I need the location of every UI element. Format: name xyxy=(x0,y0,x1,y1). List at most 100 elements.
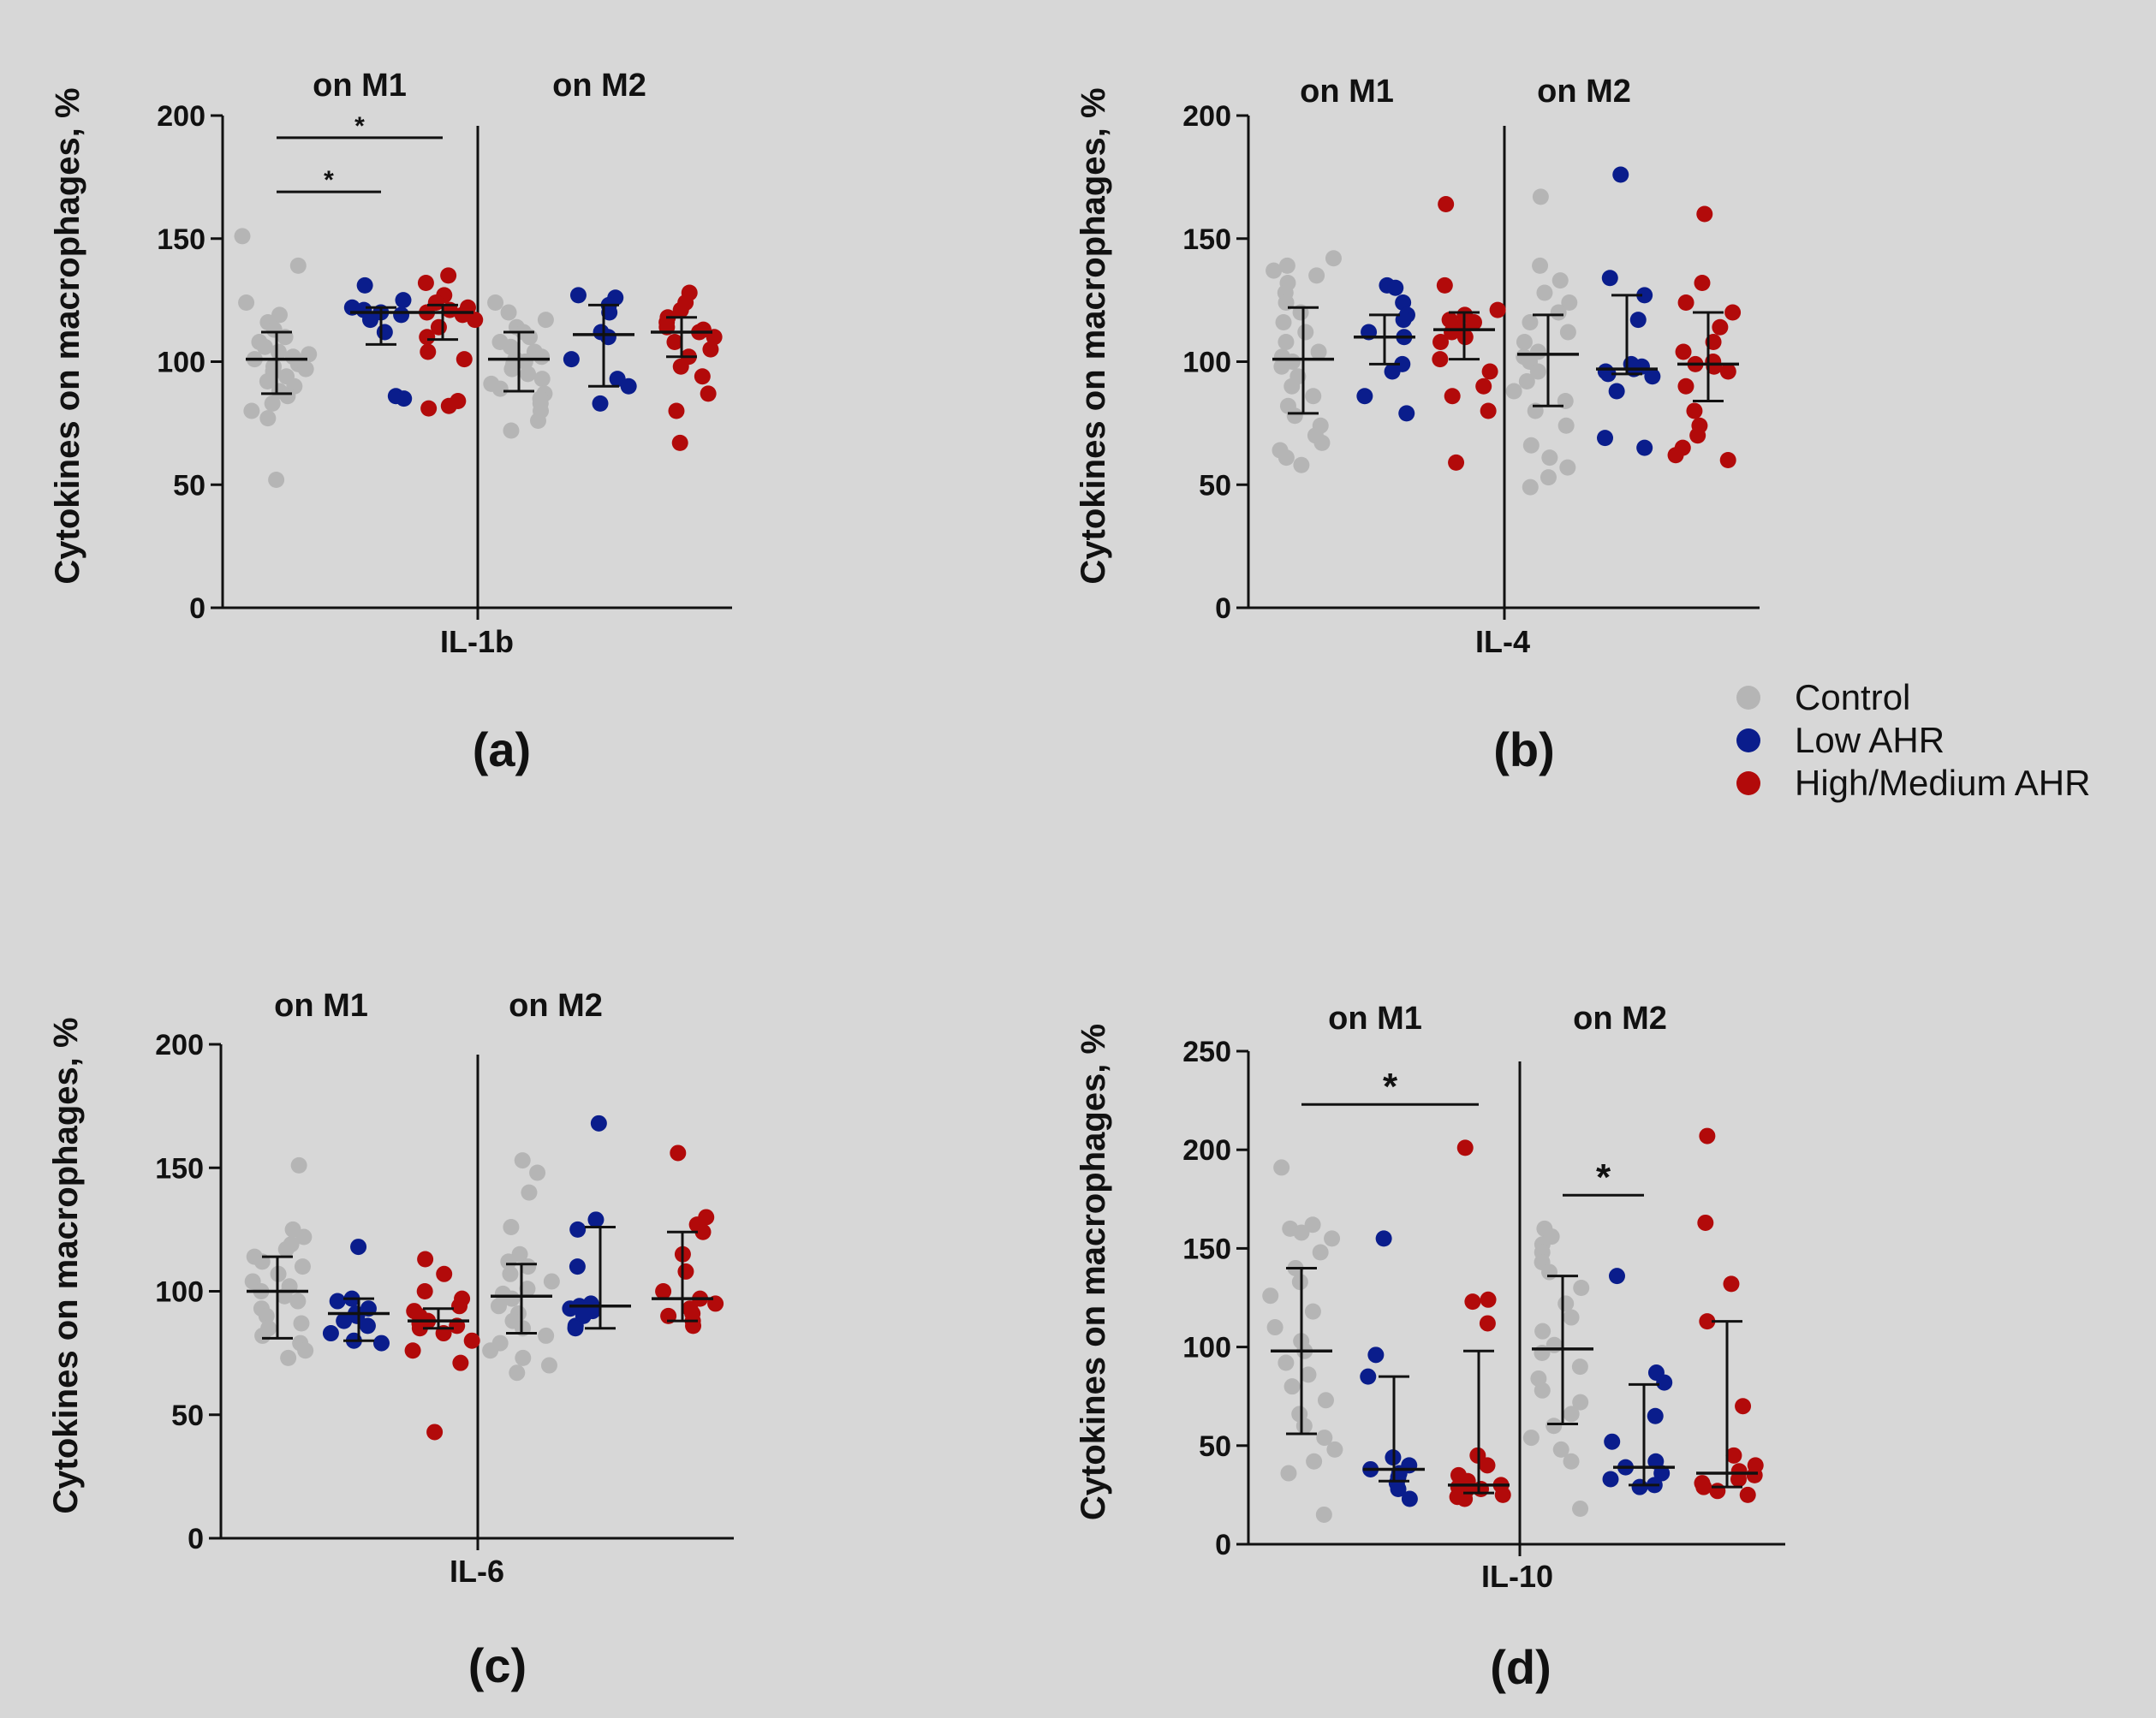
data-point xyxy=(1398,405,1415,422)
data-point xyxy=(1572,1394,1589,1411)
data-point xyxy=(1293,1224,1310,1241)
data-point xyxy=(567,1320,584,1337)
data-point xyxy=(254,1327,271,1344)
data-point xyxy=(1631,1478,1648,1495)
data-point xyxy=(456,351,473,368)
data-point xyxy=(1291,1274,1308,1291)
data-point xyxy=(1739,1486,1756,1503)
data-point xyxy=(1456,1139,1474,1156)
data-point xyxy=(1432,351,1449,368)
group-label: on M2 xyxy=(552,68,646,104)
data-point xyxy=(1541,1263,1558,1281)
data-point xyxy=(1273,358,1290,375)
data-point xyxy=(1283,1378,1301,1395)
data-point xyxy=(1304,1216,1321,1234)
chart-panel-a: 0 50 100 150 200 Cytokines on macrophages, % I… xyxy=(49,68,732,776)
significance-star: * xyxy=(324,166,334,194)
data-point xyxy=(1280,1465,1297,1482)
data-point xyxy=(1604,1433,1621,1450)
data-point xyxy=(1551,272,1569,289)
data-point xyxy=(694,368,711,385)
data-point xyxy=(1719,452,1736,468)
data-point xyxy=(1559,459,1576,476)
data-point xyxy=(290,1156,307,1174)
x-axis-label: IL-4 xyxy=(1475,624,1530,659)
data-point xyxy=(1325,250,1342,267)
data-point xyxy=(293,1315,310,1332)
data-point xyxy=(1563,1453,1580,1470)
data-point xyxy=(294,1258,311,1275)
series-low-ahr-m1 xyxy=(343,276,413,407)
data-point xyxy=(417,1251,434,1268)
data-point xyxy=(454,306,471,324)
y-tick-label: 150 xyxy=(1182,223,1231,256)
legend-swatch-high-medium-ahr xyxy=(1736,771,1760,795)
data-point xyxy=(563,351,580,368)
data-point xyxy=(416,1283,433,1299)
data-point xyxy=(411,1320,428,1337)
data-point xyxy=(540,1357,557,1374)
data-point xyxy=(419,329,436,346)
x-axis-label: IL-10 xyxy=(1481,1559,1553,1594)
data-point xyxy=(295,1228,313,1245)
data-point xyxy=(359,1317,376,1335)
data-point xyxy=(500,1253,517,1270)
data-point xyxy=(322,1325,339,1342)
data-point xyxy=(1536,284,1553,301)
y-axis-label: Cytokines on macrophages, % xyxy=(47,1017,85,1513)
data-point xyxy=(1516,334,1533,350)
data-point xyxy=(1696,205,1713,223)
data-point xyxy=(520,366,537,383)
chart-panel-c: 0 50 100 150 200 Cytokines on macrophages, % I… xyxy=(47,988,734,1692)
data-point xyxy=(1677,377,1694,395)
data-point xyxy=(503,1218,520,1235)
data-point xyxy=(1360,1368,1377,1385)
data-point xyxy=(537,312,554,329)
data-point xyxy=(533,348,551,366)
y-tick-label: 0 xyxy=(1215,1529,1231,1561)
y-tick-label: 50 xyxy=(171,1400,204,1432)
series-high-medium-ahr-m2 xyxy=(1694,1127,1764,1503)
data-point xyxy=(297,1342,314,1359)
data-point xyxy=(503,360,521,377)
data-point xyxy=(1557,417,1575,434)
data-point xyxy=(279,388,296,405)
data-point xyxy=(1647,1407,1664,1424)
series-control-m1 xyxy=(234,228,318,488)
data-point xyxy=(533,371,551,388)
data-point xyxy=(1522,437,1540,454)
data-point xyxy=(1262,1287,1279,1305)
data-point xyxy=(1278,1354,1295,1371)
series-low-ahr-m1 xyxy=(1354,276,1415,422)
data-point xyxy=(601,304,618,321)
data-point xyxy=(655,1283,672,1299)
series-control-m2 xyxy=(1505,188,1579,496)
data-point xyxy=(487,294,504,311)
data-point xyxy=(271,306,288,324)
data-point xyxy=(1563,1309,1580,1326)
data-point xyxy=(668,402,685,419)
data-point xyxy=(356,276,373,294)
data-point xyxy=(1326,1441,1343,1458)
data-point xyxy=(1612,166,1629,183)
data-point xyxy=(1723,1275,1740,1293)
data-point xyxy=(1465,314,1482,330)
series-high-medium-ahr-m1 xyxy=(412,267,484,417)
data-point xyxy=(417,275,434,291)
panel-label: (a) xyxy=(473,722,531,776)
data-point xyxy=(503,422,520,439)
data-point xyxy=(1534,1323,1551,1340)
panel-label: (b) xyxy=(1493,722,1555,776)
data-point xyxy=(1367,1346,1385,1364)
data-point xyxy=(1572,1501,1589,1518)
data-point xyxy=(395,292,412,309)
series-control-m2 xyxy=(483,294,554,439)
data-point xyxy=(1561,294,1578,311)
data-point xyxy=(1546,1418,1563,1435)
data-point xyxy=(1356,388,1373,405)
chart-panel-b: 0 50 100 150 200 Cytokines on macrophages, % I… xyxy=(1075,74,1760,776)
data-point xyxy=(1667,447,1684,464)
data-point xyxy=(1608,383,1625,400)
data-point xyxy=(329,1293,346,1310)
